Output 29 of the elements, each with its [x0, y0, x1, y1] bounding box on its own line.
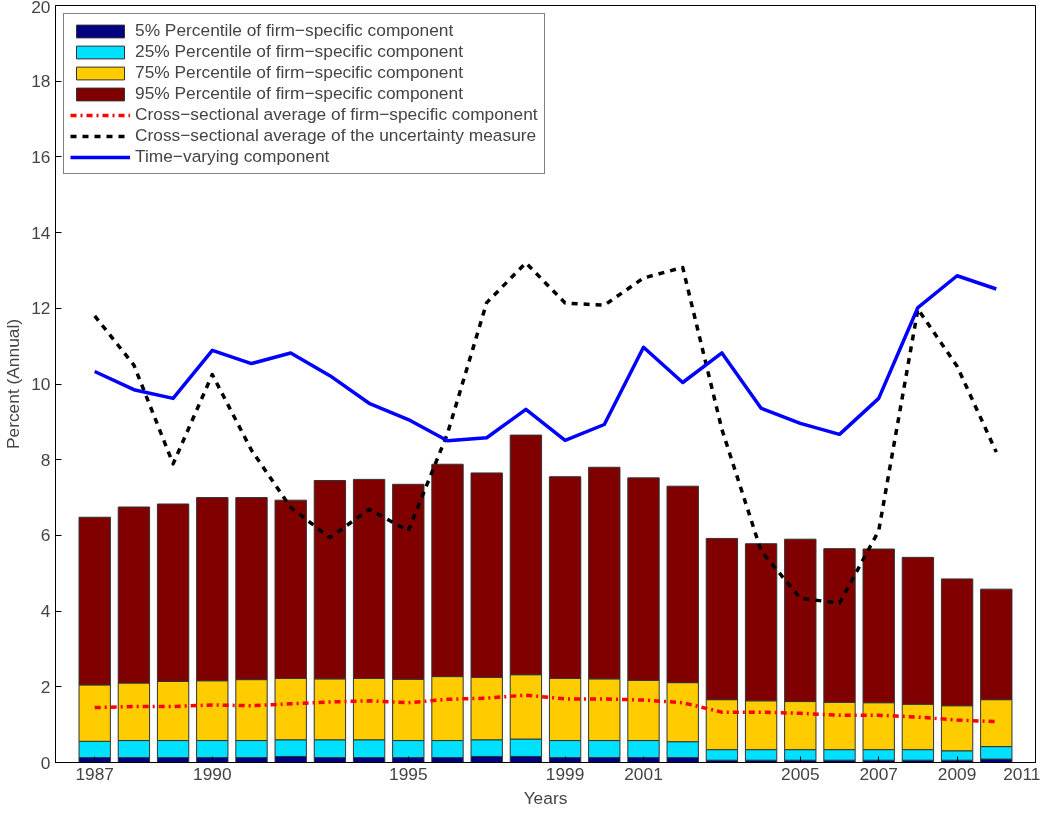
x-tick-label: 2001	[624, 763, 663, 784]
legend-label: 75% Percentile of firm−specific component	[135, 62, 463, 83]
x-tick-label: 1990	[193, 763, 232, 784]
legend-label: 95% Percentile of firm−specific component	[135, 83, 463, 104]
legend-label: 25% Percentile of firm−specific component	[135, 41, 463, 62]
x-tick-label: 2011	[1003, 763, 1041, 784]
x-axis-title: Years	[523, 787, 568, 808]
y-tick-label: 4	[40, 601, 51, 622]
legend-label: Cross−sectional average of firm−specific component	[135, 104, 538, 125]
x-tick-label: 1999	[545, 763, 585, 784]
y-tick-label: 18	[31, 71, 51, 92]
y-tick-label: 16	[31, 146, 51, 167]
y-axis-title: Percent (Annual)	[3, 318, 24, 450]
y-tick-label: 14	[31, 222, 51, 243]
y-tick-label: 6	[40, 525, 51, 546]
x-tick-label: 2007	[859, 763, 898, 784]
x-tick-label: 2009	[937, 763, 977, 784]
y-tick-label: 8	[40, 449, 51, 470]
legend-label: 5% Percentile of firm−specific component	[135, 20, 454, 41]
x-tick-label: 1987	[75, 763, 114, 784]
y-tick-label: 10	[31, 374, 51, 394]
x-tick-label: 1995	[389, 763, 428, 784]
legend-label: Time−varying component	[135, 146, 330, 167]
y-tick-label: 20	[31, 0, 51, 17]
y-tick-label: 0	[40, 752, 51, 773]
y-tick-label: 12	[31, 298, 51, 319]
legend-label: Cross−sectional average of the uncertainty measure	[135, 125, 537, 146]
x-tick-label: 2005	[781, 763, 820, 784]
y-tick-label: 2	[40, 676, 51, 697]
